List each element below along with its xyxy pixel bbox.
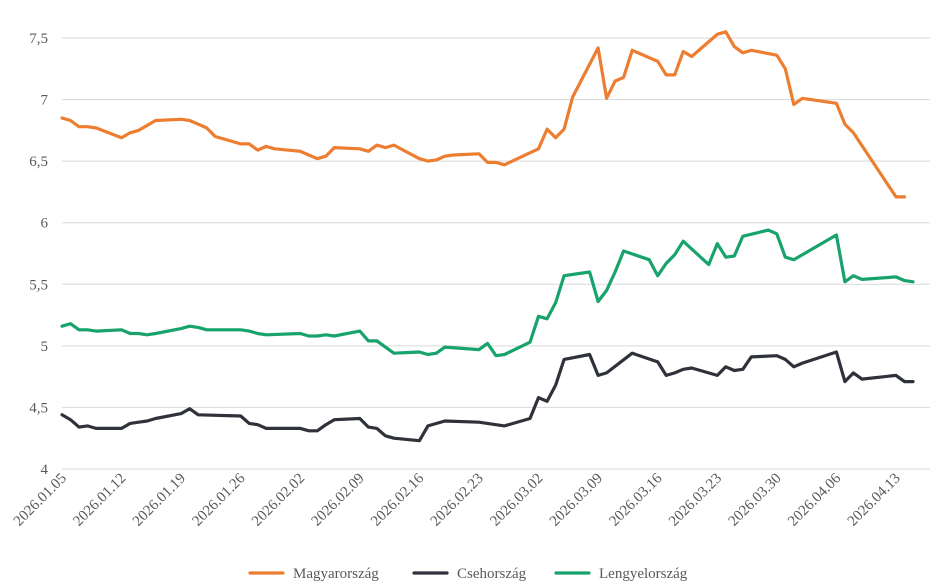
legend-label-lengyelorszag: Lengyelország: [599, 566, 688, 582]
series-line-csehorszag: [60, 350, 915, 443]
x-tick-label: 2026.02.09: [309, 471, 368, 530]
legend-label-csehorszag: Csehország: [457, 566, 527, 582]
x-tick-label: 2026.01.12: [70, 471, 129, 530]
x-tick-label: 2026.03.09: [547, 471, 606, 530]
y-tick-label: 7,5: [29, 31, 48, 47]
gridlines: [62, 37, 930, 470]
y-tick-label: 6,5: [29, 154, 48, 170]
x-tick-label: 2026.04.06: [785, 470, 844, 529]
legend-item-lengyelorszag: Lengyelország: [554, 566, 688, 582]
x-tick-label: 2026.02.16: [368, 470, 427, 529]
x-tick-label: 2026.02.23: [428, 471, 487, 530]
x-tick-label: 2026.04.13: [845, 471, 904, 530]
series-lines: [60, 30, 915, 443]
x-tick-label: 2026.01.19: [130, 471, 189, 530]
x-tick-label: 2026.01.26: [189, 470, 248, 529]
x-tick-label: 2026.03.23: [666, 471, 725, 530]
y-tick-label: 5,5: [29, 277, 48, 293]
y-tick-label: 4,5: [29, 400, 48, 416]
series-line-lengyelorszag: [60, 228, 915, 358]
legend-label-magyarorszag: Magyarország: [293, 566, 379, 582]
y-tick-label: 5: [41, 339, 49, 355]
x-tick-label: 2026.03.30: [726, 471, 785, 530]
y-axis-ticks: 4 4,5 5 5,5 6 6,5 7 7,5: [29, 31, 48, 478]
x-tick-label: 2026.02.02: [249, 471, 308, 530]
x-tick-label: 2026.03.02: [487, 471, 546, 530]
legend-item-magyarorszag: Magyarország: [248, 566, 379, 582]
legend: Magyarország Csehország Lengyelország: [248, 566, 688, 582]
x-axis-ticks: 2026.01.05 2026.01.12 2026.01.19 2026.01.26…: [11, 470, 904, 529]
series-line-magyarorszag: [60, 30, 907, 199]
legend-item-csehorszag: Csehország: [412, 566, 527, 582]
x-tick-label: 2026.01.05: [11, 471, 70, 530]
y-tick-label: 4: [41, 462, 49, 478]
y-tick-label: 7: [41, 93, 49, 109]
y-tick-label: 6: [41, 216, 49, 232]
x-tick-label: 2026.03.16: [606, 470, 665, 529]
